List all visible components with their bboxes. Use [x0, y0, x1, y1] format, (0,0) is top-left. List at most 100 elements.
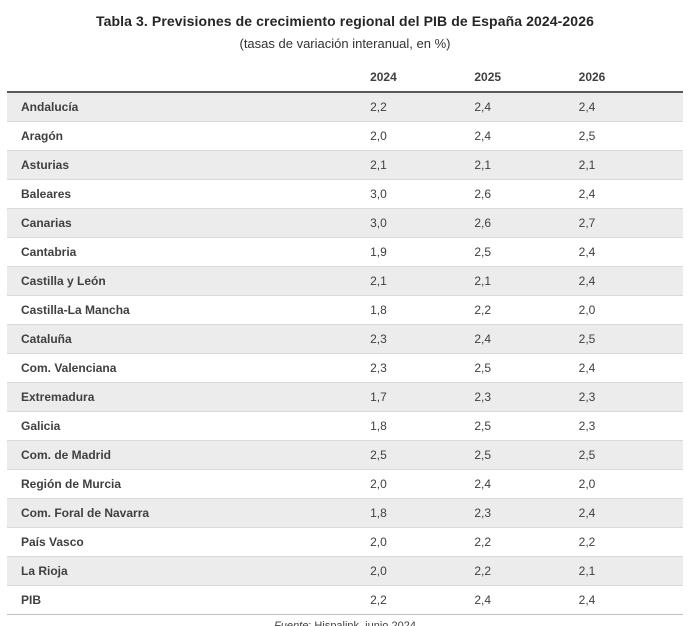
value-cell: 1,8 [370, 303, 387, 317]
table-header: 2024 2025 2026 [7, 63, 683, 93]
value-cell: 3,0 [370, 187, 387, 201]
value-cell: 2,4 [578, 274, 596, 288]
region-name-cell: Región de Murcia [21, 477, 122, 491]
table-subtitle: (tasas de variación interanual, en %) [239, 36, 451, 51]
value-cell: 2,1 [370, 274, 387, 288]
region-name-cell: PIB [21, 593, 42, 607]
value-cell: 2,2 [370, 593, 387, 607]
table-row: País Vasco 2,0 2,2 2,2 [7, 527, 683, 557]
value-cell: 2,6 [474, 187, 492, 201]
value-cell: 1,8 [370, 506, 387, 520]
table-body: Andalucía 2,2 2,4 2,4 Aragón 2,0 2,4 2,5… [7, 92, 683, 615]
table-row: Cantabria 1,9 2,5 2,4 [7, 237, 683, 267]
table-row: Com. Foral de Navarra 1,8 2,3 2,4 [7, 498, 683, 528]
value-cell: 2,4 [474, 332, 492, 346]
table-row: Castilla y León 2,1 2,1 2,4 [7, 266, 683, 296]
value-cell: 2,4 [578, 187, 596, 201]
value-cell: 2,3 [370, 332, 387, 346]
value-cell: 2,5 [578, 332, 596, 346]
value-cell: 2,4 [474, 593, 492, 607]
table-row: Canarias 3,0 2,6 2,7 [7, 208, 683, 238]
value-cell: 2,0 [578, 303, 596, 317]
value-cell: 2,2 [578, 535, 596, 549]
table-row: Com. Valenciana 2,3 2,5 2,4 [7, 353, 683, 383]
table-footer: Fuente: Hispalink, junio 2024 [0, 620, 690, 626]
value-cell: 2,3 [370, 361, 387, 375]
value-cell: 2,2 [474, 303, 492, 317]
region-name-cell: Cantabria [21, 245, 77, 259]
region-name-cell: País Vasco [21, 535, 84, 549]
value-cell: 2,3 [474, 506, 492, 520]
region-name-cell: Canarias [21, 216, 72, 230]
value-cell: 2,1 [474, 274, 492, 288]
value-cell: 2,1 [578, 564, 596, 578]
year-column-header-2025: 2025 [474, 63, 579, 93]
region-name-cell: La Rioja [21, 564, 68, 578]
value-cell: 2,0 [370, 129, 387, 143]
region-name-cell: Cataluña [21, 332, 72, 346]
value-cell: 2,4 [578, 100, 596, 114]
gdp-forecast-table: 2024 2025 2026 Andalucía 2,2 2,4 2,4 Ara… [7, 63, 683, 615]
value-cell: 2,0 [578, 477, 596, 491]
source-text: : Hispalink, junio 2024 [308, 620, 416, 626]
value-cell: 2,4 [578, 593, 596, 607]
table-row: Aragón 2,0 2,4 2,5 [7, 121, 683, 151]
year-column-header-2026: 2026 [578, 63, 683, 93]
value-cell: 2,2 [370, 100, 387, 114]
value-cell: 2,5 [474, 361, 492, 375]
table-row: Andalucía 2,2 2,4 2,4 [7, 92, 683, 122]
region-name-cell: Com. de Madrid [21, 448, 112, 462]
table-row: PIB 2,2 2,4 2,4 [7, 585, 683, 615]
value-cell: 2,3 [474, 390, 492, 404]
value-cell: 2,7 [578, 216, 596, 230]
value-cell: 2,5 [474, 419, 492, 433]
table-row: Extremadura 1,7 2,3 2,3 [7, 382, 683, 412]
value-cell: 2,5 [474, 448, 492, 462]
value-cell: 2,3 [578, 419, 596, 433]
value-cell: 2,4 [474, 129, 492, 143]
value-cell: 2,5 [578, 129, 596, 143]
value-cell: 2,2 [474, 535, 492, 549]
region-name-cell: Asturias [21, 158, 70, 172]
value-cell: 2,1 [474, 158, 492, 172]
region-name-cell: Extremadura [21, 390, 95, 404]
value-cell: 2,5 [474, 245, 492, 259]
source-label: Fuente [274, 620, 309, 626]
region-name-cell: Andalucía [21, 100, 79, 114]
region-name-cell: Castilla-La Mancha [21, 303, 130, 317]
table-row: La Rioja 2,0 2,2 2,1 [7, 556, 683, 586]
value-cell: 2,4 [474, 477, 492, 491]
value-cell: 2,4 [474, 100, 492, 114]
region-name-cell: Galicia [21, 419, 61, 433]
region-name-cell: Aragón [21, 129, 63, 143]
region-name-cell: Com. Valenciana [21, 361, 117, 375]
table-row: Cataluña 2,3 2,4 2,5 [7, 324, 683, 354]
region-column-header [7, 63, 371, 93]
table-row: Región de Murcia 2,0 2,4 2,0 [7, 469, 683, 499]
value-cell: 2,1 [578, 158, 596, 172]
value-cell: 2,3 [578, 390, 596, 404]
value-cell: 2,0 [370, 535, 387, 549]
table-row: Com. de Madrid 2,5 2,5 2,5 [7, 440, 683, 470]
table-row: Castilla-La Mancha 1,8 2,2 2,0 [7, 295, 683, 325]
value-cell: 2,4 [578, 506, 596, 520]
value-cell: 1,7 [370, 390, 387, 404]
table-row: Asturias 2,1 2,1 2,1 [7, 150, 683, 180]
header-row: 2024 2025 2026 [7, 63, 683, 93]
value-cell: 2,2 [474, 564, 492, 578]
value-cell: 3,0 [370, 216, 387, 230]
table-row: Galicia 1,8 2,5 2,3 [7, 411, 683, 441]
value-cell: 2,5 [578, 448, 596, 462]
value-cell: 2,0 [370, 477, 387, 491]
value-cell: 2,6 [474, 216, 492, 230]
table-row: Baleares 3,0 2,6 2,4 [7, 179, 683, 209]
region-name-cell: Baleares [21, 187, 72, 201]
value-cell: 2,4 [578, 361, 596, 375]
value-cell: 2,4 [578, 245, 596, 259]
value-cell: 2,5 [370, 448, 387, 462]
table-title: Tabla 3. Previsiones de crecimiento regi… [96, 13, 594, 29]
region-name-cell: Com. Foral de Navarra [21, 506, 150, 520]
region-name-cell: Castilla y León [21, 274, 106, 288]
value-cell: 1,9 [370, 245, 387, 259]
